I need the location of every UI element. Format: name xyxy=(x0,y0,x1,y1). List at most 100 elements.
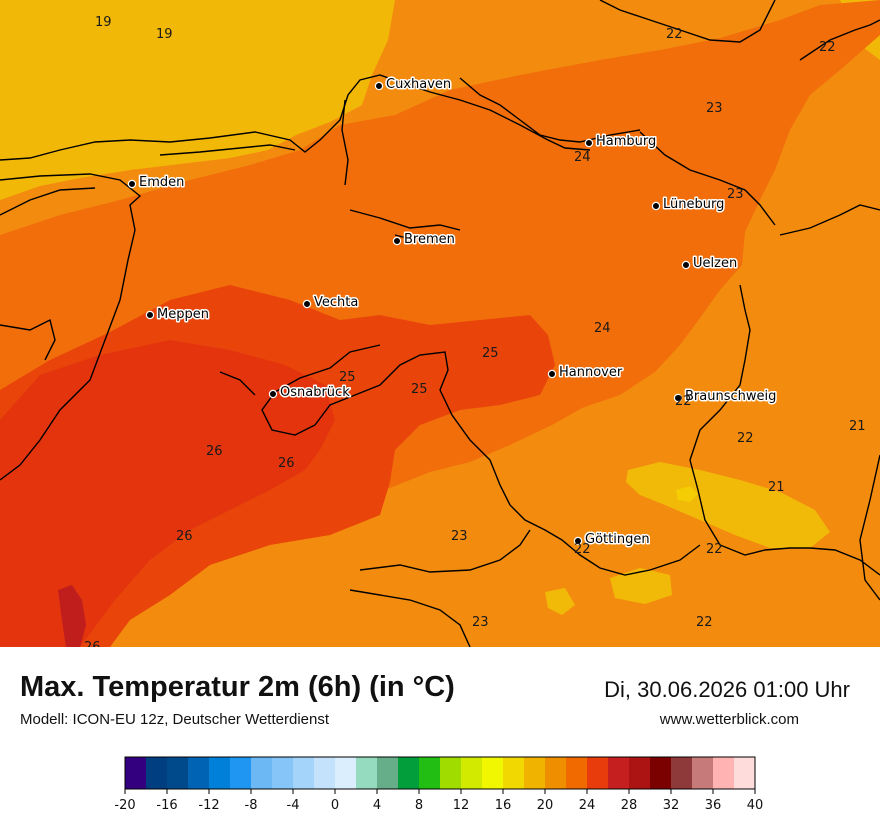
colorbar-tick-label: 16 xyxy=(495,798,512,813)
colorbar-swatch xyxy=(125,757,147,789)
colorbar-tick-label: 20 xyxy=(537,798,554,813)
colorbar-tick-label: -8 xyxy=(245,798,258,813)
colorbar-swatch xyxy=(356,757,378,789)
temp-value: 22 xyxy=(706,542,723,557)
city-lueneburg[interactable]: Lüneburg xyxy=(651,196,726,214)
city-hamburg[interactable]: Hamburg xyxy=(584,133,658,151)
colorbar-swatch xyxy=(545,757,567,789)
temp-zone-coastal xyxy=(0,0,395,200)
colorbar-swatch xyxy=(419,757,441,789)
colorbar-swatch xyxy=(167,757,189,789)
temp-value: 22 xyxy=(666,27,683,42)
city-osnabrueck[interactable]: Osnabrück xyxy=(268,384,352,402)
city-label-lueneburg: Lüneburg xyxy=(663,197,724,212)
city-label-osnabrueck: Osnabrück xyxy=(280,385,350,400)
temp-value: 21 xyxy=(768,480,785,495)
colorbar-tick-label: 32 xyxy=(663,798,680,813)
temp-value: 22 xyxy=(696,615,713,630)
city-label-meppen: Meppen xyxy=(157,307,209,322)
colorbar-swatch xyxy=(650,757,672,789)
colorbar-swatch xyxy=(146,757,168,789)
colorbar-swatch xyxy=(188,757,210,789)
temp-value: 22 xyxy=(675,394,692,409)
colorbar-tick-label: -16 xyxy=(156,798,177,813)
temp-value: 26 xyxy=(206,444,223,459)
colorbar-tick-label: 8 xyxy=(415,798,423,813)
colorbar-swatch xyxy=(398,757,420,789)
city-label-goettingen: Göttingen xyxy=(585,532,650,547)
city-markers: Cuxhaven Hamburg Emden Lüneburg Bremen U… xyxy=(127,76,778,549)
city-label-braunschweig: Braunschweig xyxy=(685,389,776,404)
colorbar-ticks: -20 -16 -12 -8 -4 0 4 8 12 16 20 24 28 32 36 40 xyxy=(114,789,763,813)
city-braunschweig[interactable]: Braunschweig xyxy=(673,388,778,406)
temp-value: 24 xyxy=(594,321,611,336)
city-label-bremen: Bremen xyxy=(404,232,455,247)
temp-zone-22-se xyxy=(626,462,830,548)
city-label-hannover: Hannover xyxy=(559,365,623,380)
temp-value: 26 xyxy=(176,529,193,544)
temp-value: 25 xyxy=(482,346,499,361)
colorbar-swatch xyxy=(524,757,546,789)
city-uelzen[interactable]: Uelzen xyxy=(681,255,739,273)
colorbar-tick-label: 12 xyxy=(453,798,470,813)
temp-value: 23 xyxy=(706,101,723,116)
colorbar-tick-label: 4 xyxy=(373,798,381,813)
temperature-values: 19 19 22 22 23 24 23 24 25 25 25 26 26 2… xyxy=(84,15,866,647)
colorbar-swatch xyxy=(293,757,315,789)
city-goettingen[interactable]: Göttingen xyxy=(573,531,651,549)
city-label-hamburg: Hamburg xyxy=(596,134,656,149)
temp-value: 22 xyxy=(574,542,591,557)
colorbar-swatch xyxy=(461,757,483,789)
city-label-uelzen: Uelzen xyxy=(693,256,737,271)
city-cuxhaven[interactable]: Cuxhaven xyxy=(374,76,453,94)
colorbar-tick-label: 0 xyxy=(331,798,339,813)
city-vechta[interactable]: Vechta xyxy=(302,294,360,312)
temp-zone-21-se xyxy=(676,486,698,502)
colorbar-frame xyxy=(124,756,756,790)
temp-value: 23 xyxy=(727,187,744,202)
city-label-vechta: Vechta xyxy=(314,295,358,310)
colorbar-tick-label: -12 xyxy=(198,798,219,813)
city-bremen[interactable]: Bremen xyxy=(392,231,456,249)
temp-value: 19 xyxy=(95,15,112,30)
city-label-cuxhaven: Cuxhaven xyxy=(386,77,451,92)
colorbar-swatch xyxy=(209,757,231,789)
colorbar-tick-label: -4 xyxy=(287,798,300,813)
colorbar-swatch xyxy=(608,757,630,789)
colorbar-swatch xyxy=(566,757,588,789)
colorbar-swatch xyxy=(230,757,252,789)
colorbar-tick-label: 36 xyxy=(705,798,722,813)
city-label-emden: Emden xyxy=(139,175,184,190)
map-title: Max. Temperatur 2m (6h) (in °C) xyxy=(20,671,455,703)
temp-value: 23 xyxy=(472,615,489,630)
colorbar-swatch xyxy=(503,757,525,789)
website-label[interactable]: www.wetterblick.com xyxy=(659,711,799,728)
temp-zone-22-s2 xyxy=(545,588,575,615)
colorbar-swatch xyxy=(629,757,651,789)
colorbar-swatch xyxy=(734,757,756,789)
colorbar-swatch xyxy=(272,757,294,789)
colorbar-swatches xyxy=(125,757,756,789)
temp-value: 22 xyxy=(737,431,754,446)
temp-value: 26 xyxy=(84,640,101,647)
temp-value: 23 xyxy=(451,529,468,544)
colorbar-swatch xyxy=(251,757,273,789)
city-meppen[interactable]: Meppen xyxy=(145,306,210,324)
colorbar-swatch xyxy=(713,757,735,789)
colorbar-tick-label: 28 xyxy=(621,798,638,813)
city-emden[interactable]: Emden xyxy=(127,174,186,192)
colorbar-tick-label: 24 xyxy=(579,798,596,813)
temp-value: 21 xyxy=(849,419,866,434)
colorbar-tick-label: -20 xyxy=(114,798,135,813)
temp-value: 19 xyxy=(156,27,173,42)
model-subtitle: Modell: ICON-EU 12z, Deutscher Wetterdie… xyxy=(20,711,330,728)
colorbar-swatch xyxy=(587,757,609,789)
temperature-map[interactable]: Cuxhaven Hamburg Emden Lüneburg Bremen U… xyxy=(0,0,880,647)
colorbar-swatch xyxy=(692,757,714,789)
colorbar-swatch xyxy=(482,757,504,789)
temp-value: 25 xyxy=(411,382,428,397)
colorbar-swatch xyxy=(377,757,399,789)
city-hannover[interactable]: Hannover xyxy=(547,364,624,382)
colorbar-legend: -20 -16 -12 -8 -4 0 4 8 12 16 20 24 28 32 36 40 xyxy=(105,755,775,825)
colorbar-swatch xyxy=(314,757,336,789)
